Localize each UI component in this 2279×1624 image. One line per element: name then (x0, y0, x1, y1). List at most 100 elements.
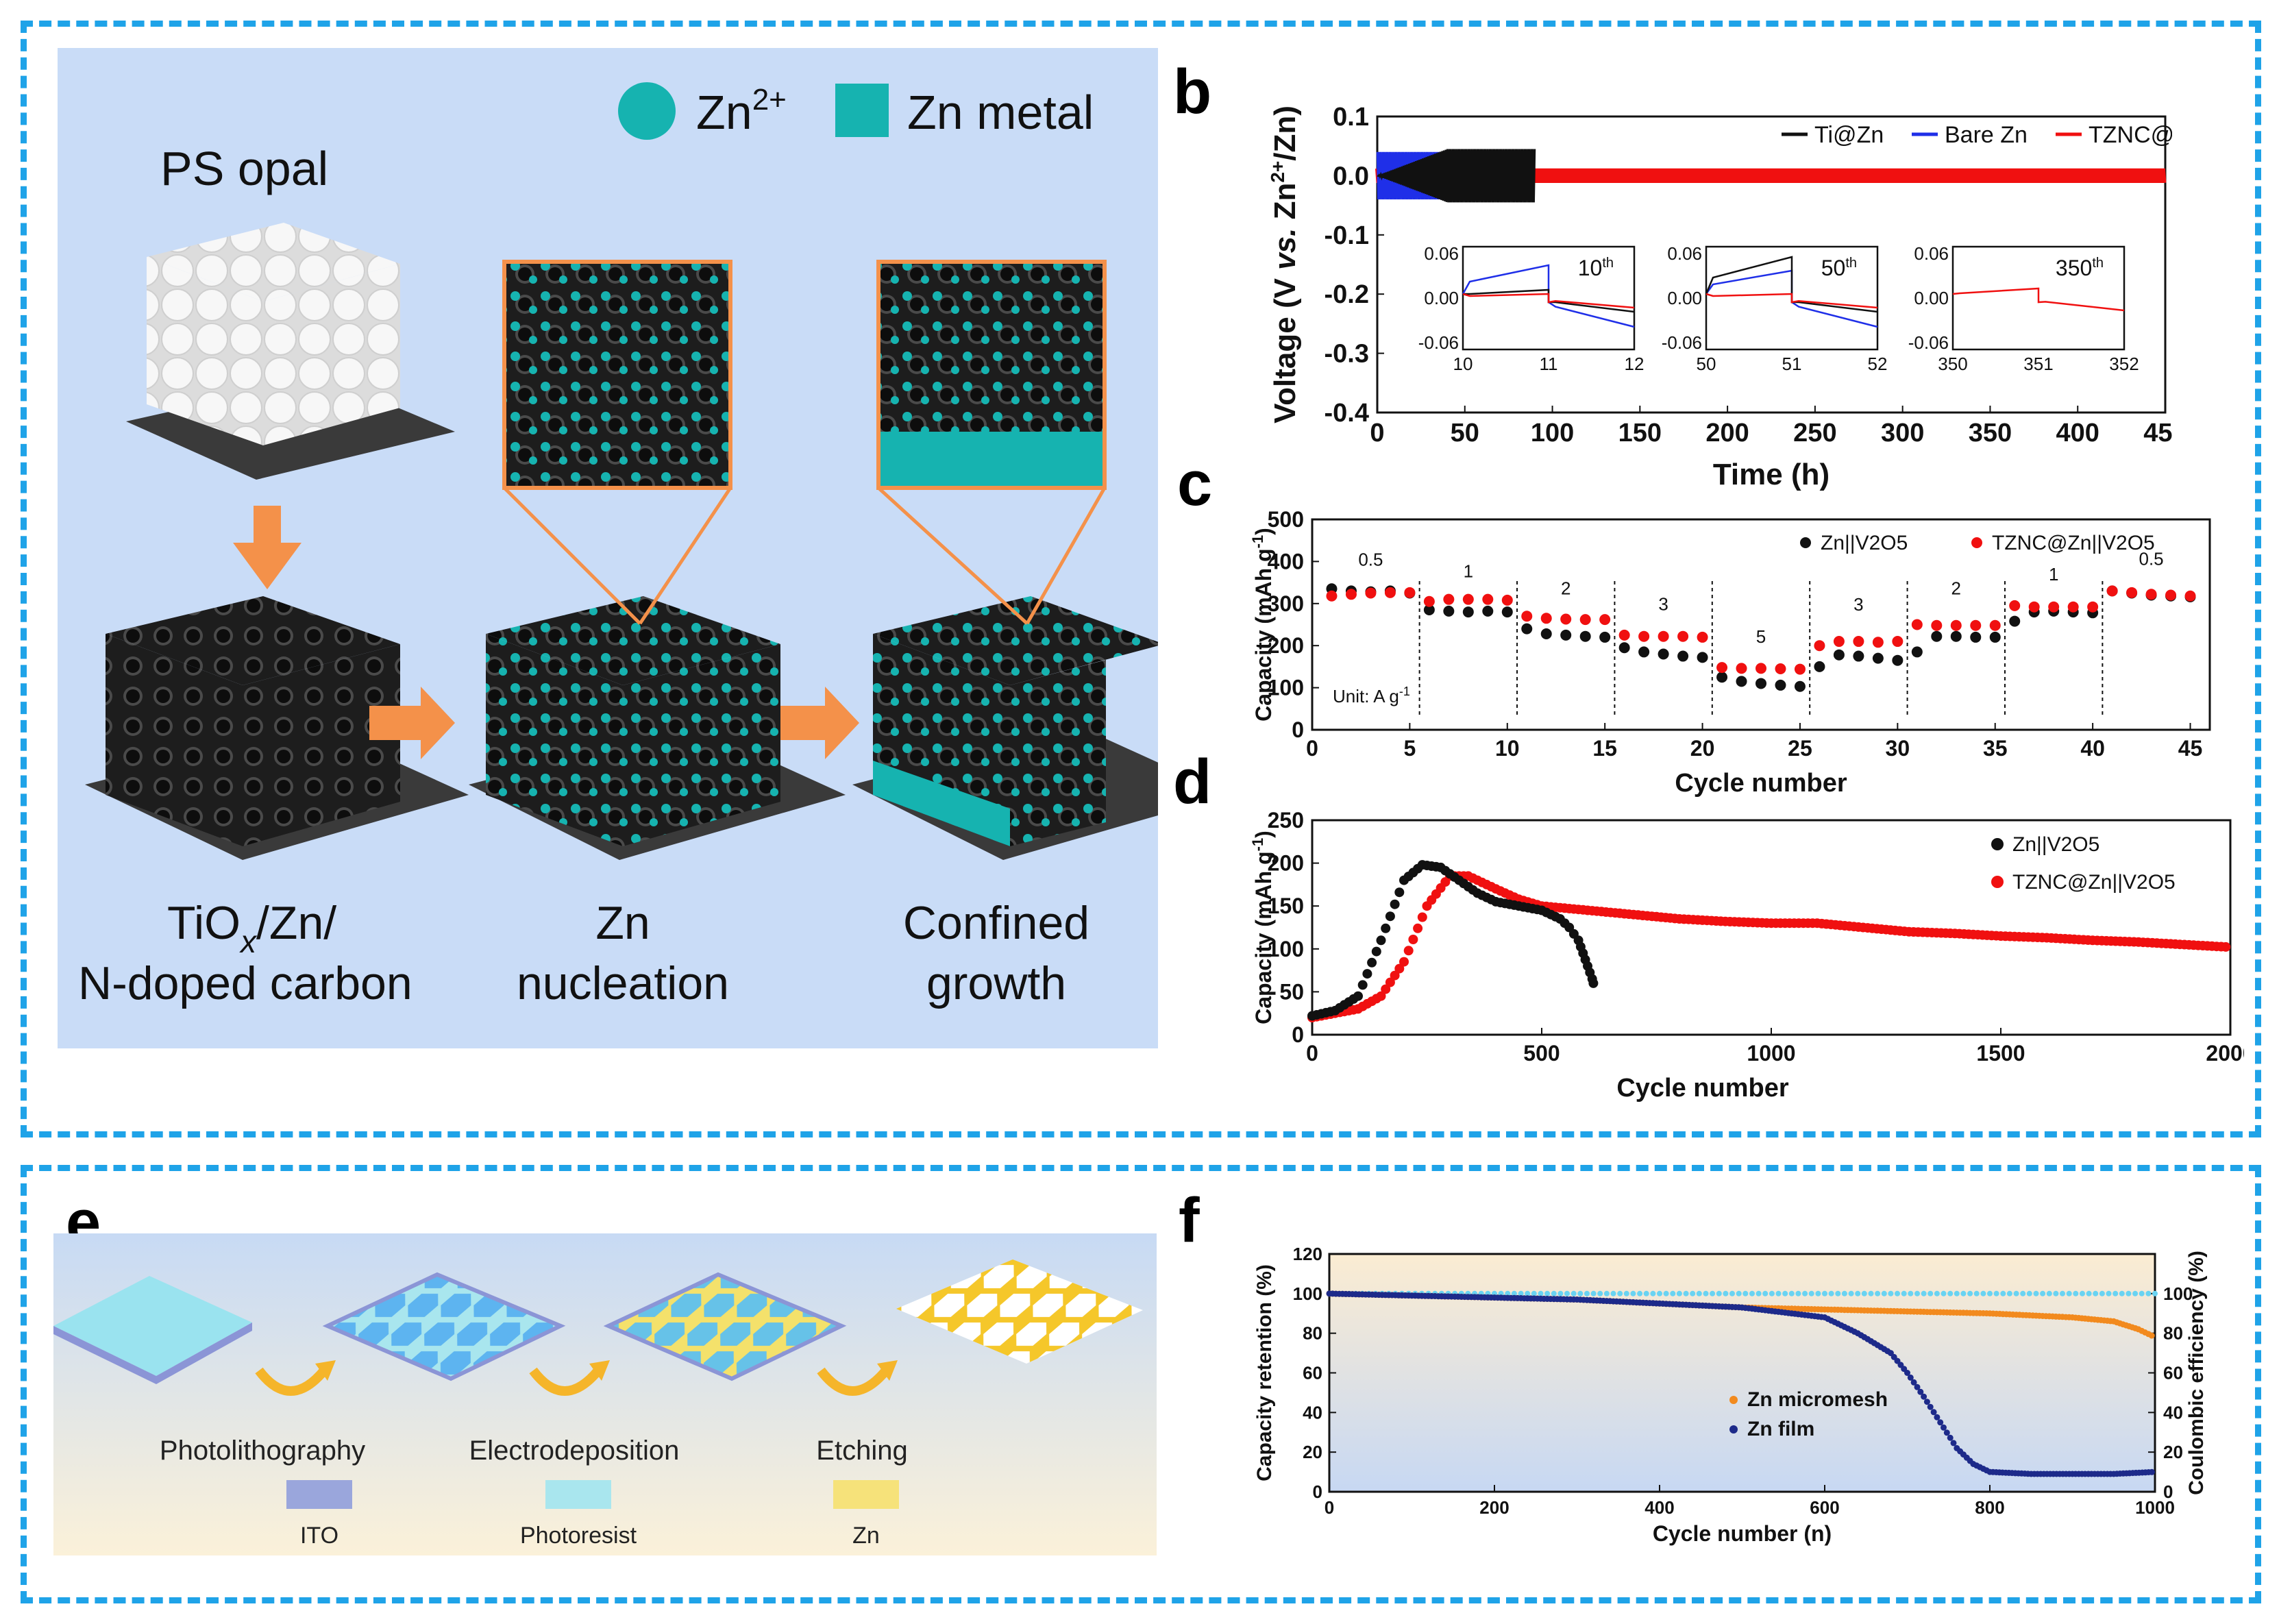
data-point-ce (2000, 1290, 2006, 1296)
x-tick-label: 250 (1793, 419, 1836, 447)
data-point-micromesh (2148, 1332, 2155, 1339)
data-point-tznc (1326, 590, 1338, 602)
inset-cycle-label: 50th (1821, 256, 1857, 280)
legend-marker (1800, 537, 1811, 548)
nucleation-cube-right (623, 644, 780, 846)
rate-label: 3 (1658, 594, 1668, 615)
data-point-tznc (1814, 640, 1825, 652)
data-point-ce (2020, 1290, 2026, 1296)
carbon-cube-right (243, 644, 400, 846)
data-point-zn (1814, 661, 1825, 672)
data-point-ce (1676, 1290, 1682, 1296)
data-point-tznc (1853, 636, 1864, 648)
data-point-ce (2145, 1290, 2152, 1296)
inset-cycle-sup: th (2092, 256, 2104, 271)
y-label-part: /Zn) (1268, 106, 1302, 161)
rate-label: 2 (1951, 578, 1961, 598)
data-point-ce (2060, 1290, 2065, 1296)
plot-f-background (1329, 1254, 2155, 1492)
data-point-ce (1795, 1290, 1801, 1296)
y-tick-label: -0.1 (1325, 221, 1369, 250)
y-label-part: Zn (1268, 183, 1302, 228)
ito-slab-front (156, 1322, 252, 1384)
data-point-ce (1584, 1290, 1590, 1296)
right-arrow-2 (774, 687, 859, 759)
data-point-ce (1716, 1290, 1722, 1296)
data-point-zn (1362, 969, 1372, 979)
data-point-tznc (2221, 942, 2231, 952)
y-label-sup: 2+ (1267, 161, 1288, 183)
growth-zoom-line-left (877, 487, 1028, 625)
data-point-ce (1663, 1290, 1669, 1296)
caption-confined-growth-line2: growth (926, 957, 1066, 1009)
data-point-ce (2073, 1290, 2079, 1296)
data-point-ce (2040, 1290, 2046, 1296)
data-point-tznc (2184, 590, 2196, 602)
data-point-ce (2026, 1290, 2032, 1296)
inset-y-tick: -0.06 (1662, 332, 1702, 353)
inset-x-tick: 12 (1625, 354, 1644, 374)
down-arrow-shaft (254, 506, 281, 545)
data-point-ce (1861, 1290, 1867, 1296)
inset-cycle-number: 10 (1578, 256, 1603, 280)
x-axis-label: Time (h) (1713, 458, 1830, 491)
y-axis-label: Voltage (V vs. Zn2+/Zn) (1267, 106, 1302, 423)
inset-y-tick: 0.06 (1424, 243, 1459, 264)
data-point-ce (2126, 1290, 2132, 1296)
data-point-film (1914, 1383, 1921, 1390)
unit-note-sup: -1 (1399, 685, 1410, 698)
inset-trace (1462, 264, 1635, 328)
inset-y-tick: 0.00 (1667, 288, 1702, 308)
data-point-tznc (1892, 636, 1904, 648)
data-point-zn (1599, 631, 1611, 643)
inset-x-tick: 11 (1540, 354, 1558, 374)
y-tick-label: 0 (1292, 717, 1304, 742)
data-point-tznc (1775, 663, 1786, 674)
data-point-tznc (1658, 630, 1669, 642)
data-point-tznc (1365, 587, 1377, 599)
data-point-tznc (1736, 663, 1747, 674)
x-tick-label: 25 (1788, 736, 1812, 761)
data-point-ce (1914, 1290, 1920, 1296)
ito-legend-label: ITO (300, 1523, 338, 1549)
data-point-ce (1703, 1290, 1709, 1296)
legend-label: Ti@Zn (1814, 122, 1884, 148)
data-point-zn (1540, 628, 1552, 640)
x-tick-label: 1000 (1747, 1041, 1795, 1066)
data-point-ce (2033, 1290, 2039, 1296)
ito-slab-top (53, 1276, 252, 1376)
data-point-tznc (1579, 614, 1591, 626)
legend-label: Zn||V2O5 (1821, 532, 1908, 554)
y-axis-label: Capacity (mAh g-1) (1249, 528, 1276, 722)
data-point-tznc (1560, 613, 1572, 625)
x-tick-label: 35 (1983, 736, 2008, 761)
data-point-zn (1482, 605, 1494, 617)
data-point-ce (1828, 1290, 1834, 1296)
schematic-panel-e: Photolithography Electrodeposition Etchi… (53, 1233, 1157, 1555)
plot-b-axes (1376, 115, 2167, 414)
data-point-tznc (1408, 935, 1418, 944)
caption-confined-growth: Confined (903, 897, 1089, 949)
data-point-ce (2006, 1290, 2012, 1296)
data-point-ce (1973, 1290, 1980, 1296)
data-point-ce (1954, 1290, 1960, 1296)
x-tick-label: 50 (1451, 419, 1479, 447)
inset-cycle-label: 350th (2056, 256, 2104, 280)
unit-note-text: Unit: A g (1333, 686, 1399, 706)
data-point-tznc (2067, 601, 2079, 613)
data-point-tznc (1618, 629, 1630, 641)
legend-marker (1729, 1396, 1738, 1404)
data-point-tznc (1931, 619, 1943, 631)
data-point-tznc (2048, 601, 2060, 613)
data-point-zn (1716, 672, 1728, 683)
data-point-ce (1769, 1290, 1775, 1296)
data-point-ce (1762, 1290, 1769, 1296)
data-point-tznc (1345, 589, 1357, 600)
down-arrow-head (233, 543, 301, 589)
data-point-tznc (1390, 970, 1400, 981)
data-point-zn (1950, 630, 1962, 642)
data-point-ce (1934, 1290, 1940, 1296)
data-point-tznc (1399, 957, 1409, 967)
x-tick-label: 500 (1523, 1041, 1560, 1066)
data-point-ce (1888, 1290, 1894, 1296)
